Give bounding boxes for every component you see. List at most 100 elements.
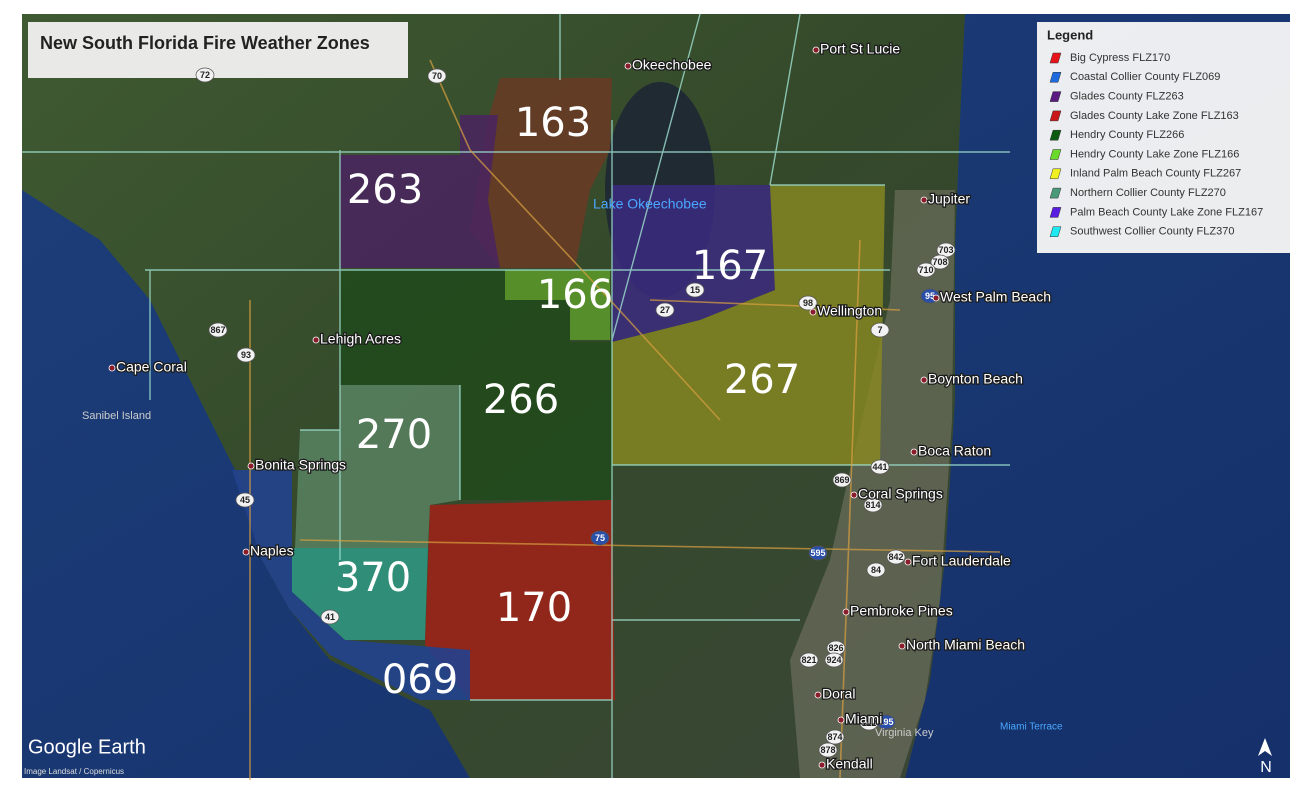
place-dot [814, 691, 822, 699]
legend-swatch [1049, 52, 1062, 64]
legend-title: Legend [1047, 27, 1093, 42]
zone-number: 370 [335, 555, 411, 601]
legend-label: Northern Collier County FLZ270 [1070, 187, 1226, 199]
road-number: 710 [918, 265, 933, 275]
place-name: Miami Terrace [1000, 722, 1063, 733]
road-shield [195, 67, 215, 83]
places: Okeechobee Port St Lucie Lake Okeechobee Ju… [82, 39, 1063, 773]
road-number: 95 [925, 291, 935, 301]
road-shield [886, 549, 906, 565]
place-dot [850, 491, 858, 499]
road-number: 15 [690, 285, 700, 295]
road-shield [930, 254, 950, 270]
zone-number: 270 [356, 412, 432, 458]
road-shield [236, 347, 256, 363]
place-dot [920, 376, 928, 384]
place-dot [904, 558, 912, 566]
place-name: Wellington [817, 303, 882, 319]
legend-label: Inland Palm Beach County FLZ267 [1070, 168, 1241, 180]
zone-number: 166 [537, 272, 613, 318]
road-shield [320, 609, 340, 625]
road-number: 869 [834, 475, 849, 485]
zone-area [470, 78, 612, 268]
place-dot [624, 62, 632, 70]
legend-label: Coastal Collier County FLZ069 [1070, 71, 1220, 83]
road-number: 595 [810, 548, 825, 558]
road-shield [916, 262, 936, 278]
legend-label: Big Cypress FLZ170 [1070, 52, 1170, 64]
compass-arrow [1258, 738, 1272, 756]
road-shield [824, 652, 844, 668]
place-dot [108, 364, 116, 372]
place-name: Kendall [826, 756, 873, 772]
legend: Big Cypress FLZ170 Coastal Collier County… [1049, 52, 1263, 238]
road-number: 878 [820, 745, 835, 755]
road-number: 72 [200, 70, 210, 80]
zone-area [612, 185, 885, 465]
place-name: Pembroke Pines [850, 603, 953, 619]
legend-swatch [1049, 168, 1062, 180]
road-number: 27 [660, 305, 670, 315]
zone-number: 069 [382, 657, 458, 703]
road-number: 84 [871, 565, 881, 575]
road-number: 112 [862, 718, 877, 728]
road-shield [208, 322, 228, 338]
legend-swatch [1049, 187, 1062, 199]
legend-label: Hendry County Lake Zone FLZ166 [1070, 148, 1239, 160]
highway [249, 59, 1001, 780]
legend-label: Hendry County FLZ266 [1070, 129, 1184, 141]
road-shield [685, 282, 705, 298]
place-name: Coral Springs [858, 486, 943, 502]
place-name: Sanibel Island [82, 410, 151, 422]
road-shield [798, 295, 818, 311]
zone-number: 267 [724, 357, 800, 403]
road-number: 826 [828, 643, 843, 653]
place-name: Virginia Key [875, 727, 934, 739]
place-dot [818, 761, 826, 769]
zone-number: 170 [496, 585, 572, 631]
legend-label: Glades County FLZ263 [1070, 91, 1184, 103]
road-number: 924 [826, 655, 841, 665]
place-dot [809, 308, 817, 316]
road-number: 814 [865, 500, 880, 510]
road-number: 98 [803, 298, 813, 308]
place-dot [920, 196, 928, 204]
legend-box [1037, 22, 1290, 253]
place-dot [242, 548, 250, 556]
legend-swatch [1049, 129, 1062, 141]
zone-area [425, 500, 615, 700]
place-dot [910, 448, 918, 456]
legend-label: Southwest Collier County FLZ370 [1070, 226, 1234, 238]
place-name: Port St Lucie [820, 41, 900, 57]
place-name: Boca Raton [918, 443, 991, 459]
road-number: 703 [938, 245, 953, 255]
road-shield [590, 530, 610, 546]
legend-swatch [1049, 207, 1062, 218]
place-name: West Palm Beach [940, 289, 1051, 305]
zone-number: 266 [483, 377, 559, 423]
road-shield [825, 729, 845, 745]
road-shield [866, 562, 886, 578]
title-box [28, 22, 408, 78]
road-shield [235, 492, 255, 508]
legend-swatch [1049, 149, 1062, 160]
place-name: Doral [822, 686, 855, 702]
legend-swatch [1049, 91, 1062, 102]
compass: N [1260, 759, 1272, 776]
road-number: 93 [241, 350, 251, 360]
road-number: 70 [432, 71, 442, 81]
place-name: Lake Okeechobee [593, 196, 707, 212]
map-title: New South Florida Fire Weather Zones [40, 33, 370, 53]
legend-label: Palm Beach County Lake Zone FLZ167 [1070, 206, 1263, 218]
legend-swatch [1049, 110, 1062, 122]
place-dot [932, 294, 940, 302]
road-number: 441 [872, 462, 887, 472]
road-number: 842 [888, 552, 903, 562]
urban-area [790, 190, 955, 778]
road-shield [818, 742, 838, 758]
road-shield [655, 302, 675, 318]
place-dot [312, 336, 320, 344]
road-shield [870, 322, 890, 338]
